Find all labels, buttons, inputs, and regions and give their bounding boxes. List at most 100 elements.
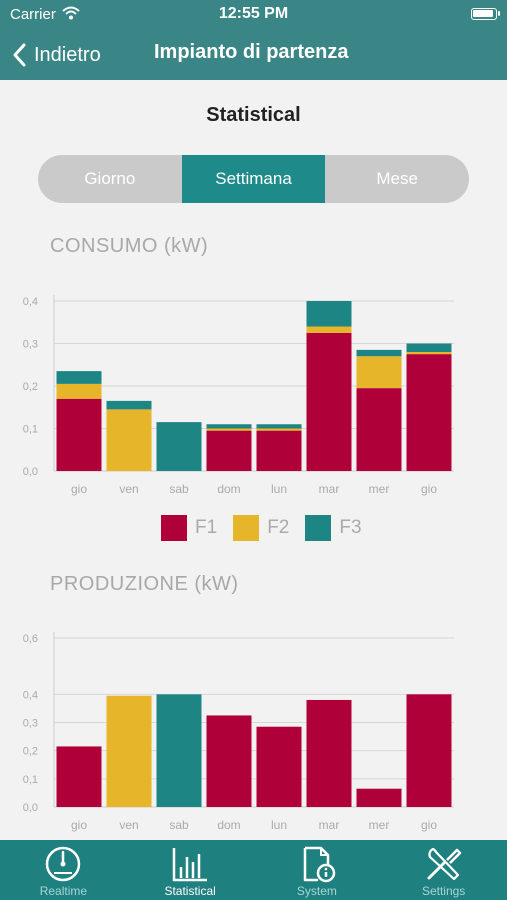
bar-f2 [356, 356, 402, 389]
legend-swatch-f2 [233, 515, 260, 541]
bar-f3 [256, 424, 302, 429]
bar-f1 [406, 354, 452, 471]
consumo-legend: F1 F2 F3 [161, 515, 362, 541]
bar-f2 [56, 383, 102, 399]
document-info-icon [303, 846, 336, 883]
tab-label: Statistical [164, 884, 216, 898]
x-tick-label: lun [271, 482, 287, 496]
bar-f1 [206, 430, 252, 471]
legend-item-f1: F1 [161, 515, 217, 541]
y-tick-label: 0,4 [23, 296, 38, 308]
segment-label: Mese [376, 169, 418, 188]
tab-statistical[interactable]: Statistical [127, 840, 254, 900]
bar [106, 695, 152, 807]
gauge-icon [46, 846, 81, 882]
y-tick-label: 0,1 [23, 774, 38, 786]
tab-settings[interactable]: Settings [380, 840, 507, 900]
segment-mese[interactable]: Mese [325, 155, 469, 203]
y-tick-label: 0,2 [23, 381, 38, 393]
bar [356, 788, 402, 807]
x-tick-label: sab [169, 482, 189, 496]
x-tick-label: lun [271, 818, 287, 832]
legend-item-f2: F2 [233, 515, 289, 541]
legend-label: F1 [195, 517, 218, 538]
bar-chart-icon [172, 848, 208, 882]
tab-realtime[interactable]: Realtime [0, 840, 127, 900]
segment-label: Giorno [84, 169, 136, 188]
produzione-chart-title: PRODUZIONE (kW) [50, 573, 239, 595]
period-segmented-control: Giorno Settimana Mese [38, 155, 469, 203]
clock: 12:55 PM [218, 5, 289, 22]
tab-label: Settings [421, 884, 466, 898]
y-tick-label: 0,1 [23, 424, 38, 436]
segment-label: Settimana [215, 169, 292, 188]
legend-swatch-f3 [305, 515, 332, 541]
navigation-bar: Indietro Impianto di partenza [0, 30, 507, 80]
consumo-chart: 0,0 0,1 0,2 0,3 0,4 gio ven sab dom lun mar mer gio [23, 295, 454, 496]
bar [56, 746, 102, 807]
bar-f3 [156, 422, 202, 471]
y-tick-label: 0,3 [23, 718, 38, 730]
bar-f2 [406, 352, 452, 355]
x-tick-label: gio [421, 818, 437, 832]
x-tick-label: ven [119, 482, 138, 496]
y-tick-label: 0,6 [23, 633, 38, 645]
legend-item-f3: F3 [305, 515, 362, 541]
tab-system[interactable]: System [254, 840, 381, 900]
nav-title: Impianto di partenza [154, 41, 349, 63]
bar-f3 [106, 400, 152, 410]
x-tick-label: dom [217, 482, 240, 496]
bar-f3 [56, 371, 102, 384]
x-tick-label: sab [169, 818, 189, 832]
tools-icon [427, 847, 461, 881]
consumo-chart-title: CONSUMO (kW) [50, 235, 209, 257]
y-tick-label: 0,0 [23, 466, 38, 478]
bar-f1 [256, 430, 302, 471]
bar-f3 [406, 343, 452, 352]
bar-f2 [306, 326, 352, 333]
x-tick-label: mer [369, 482, 390, 496]
back-button-label: Indietro [34, 43, 101, 66]
legend-label: F3 [339, 517, 362, 538]
produzione-chart: 0,0 0,1 0,2 0,3 0,4 0,6 gio ven sab dom lun mar mer g… [23, 632, 454, 832]
legend-label: F2 [267, 517, 290, 538]
x-tick-label: gio [71, 482, 87, 496]
bar-f2 [256, 428, 302, 431]
segment-giorno[interactable]: Giorno [38, 155, 182, 203]
bar-f2 [206, 428, 252, 431]
battery-icon [471, 8, 500, 20]
y-tick-label: 0,3 [23, 339, 38, 351]
x-tick-label: ven [119, 818, 138, 832]
page-title: Statistical [206, 104, 301, 126]
y-tick-label: 0,2 [23, 746, 38, 758]
bar [306, 699, 352, 807]
bar-f1 [56, 398, 102, 471]
tab-label: Realtime [39, 884, 88, 898]
legend-swatch-f1 [161, 515, 187, 541]
bar-f1 [306, 332, 352, 471]
x-tick-label: mer [369, 818, 390, 832]
bar-f1 [356, 388, 402, 471]
bar [406, 694, 452, 807]
bar [256, 726, 302, 807]
bar [206, 715, 252, 807]
tab-bar: Realtime Statistical System Settings [0, 840, 507, 900]
status-bar: Carrier 12:55 PM [0, 0, 507, 30]
segment-settimana[interactable]: Settimana [181, 155, 326, 203]
y-tick-label: 0,0 [23, 802, 38, 814]
wifi-icon [62, 6, 80, 24]
bar-f3 [206, 424, 252, 429]
tab-label: System [296, 884, 337, 898]
x-tick-label: dom [217, 818, 240, 832]
back-button[interactable]: Indietro [12, 38, 101, 72]
x-tick-label: mar [319, 818, 340, 832]
bar [156, 694, 202, 807]
x-tick-label: gio [421, 482, 437, 496]
bar-f3 [306, 301, 352, 327]
y-tick-label: 0,4 [23, 689, 38, 701]
bar-f2 [106, 409, 152, 471]
x-tick-label: mar [319, 482, 340, 496]
bar-f3 [356, 349, 402, 357]
chevron-left-icon [13, 43, 26, 67]
carrier-label: Carrier [10, 6, 56, 23]
